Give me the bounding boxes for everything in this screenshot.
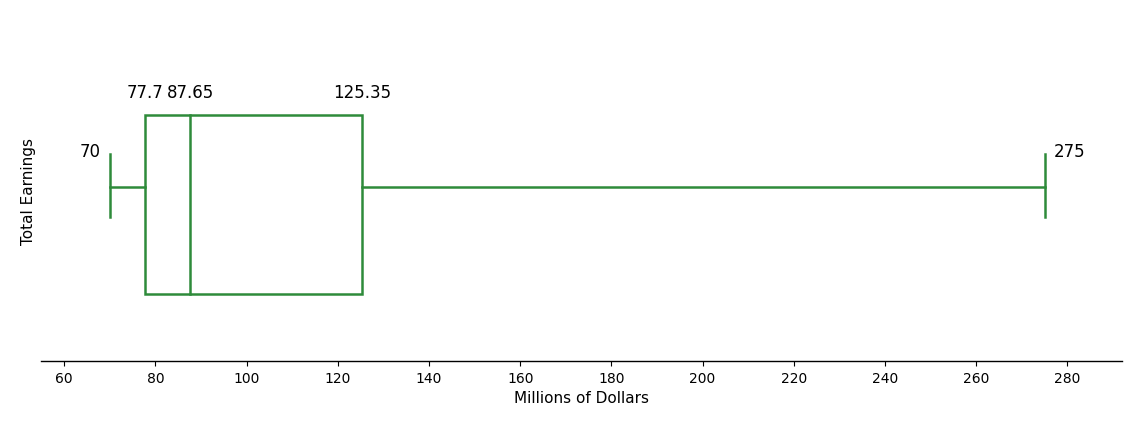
- X-axis label: Millions of Dollars: Millions of Dollars: [514, 390, 649, 405]
- Text: 87.65: 87.65: [167, 83, 214, 101]
- Text: 125.35: 125.35: [333, 83, 391, 101]
- Text: 77.7: 77.7: [127, 83, 163, 101]
- Y-axis label: Total Earnings: Total Earnings: [21, 138, 35, 244]
- Text: 275: 275: [1054, 143, 1086, 161]
- FancyBboxPatch shape: [145, 116, 362, 295]
- Text: 70: 70: [80, 143, 101, 161]
